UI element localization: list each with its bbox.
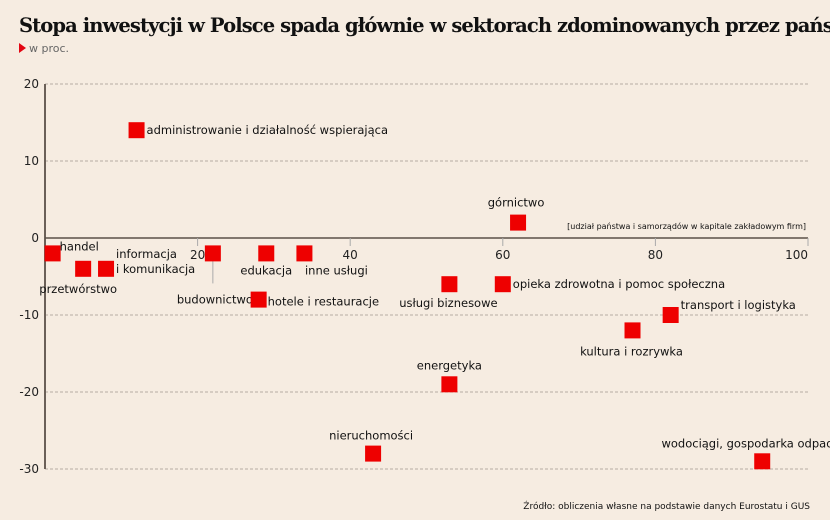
data-label: opieka zdrowotna i pomoc społeczna <box>513 277 725 291</box>
x-tick-label: 100 <box>785 248 808 262</box>
x-axis-label: [udział państwa i samorządów w kapitale … <box>567 221 806 231</box>
data-point <box>365 445 382 462</box>
data-point <box>441 376 458 393</box>
y-tick-label: -10 <box>19 308 39 322</box>
data-point <box>624 322 641 339</box>
x-tick-label: 40 <box>343 248 358 262</box>
x-tick-label: 60 <box>495 248 510 262</box>
chart-subtitle: w proc. <box>19 42 69 55</box>
data-point <box>98 260 115 277</box>
data-point <box>204 245 221 262</box>
data-point <box>296 245 313 262</box>
data-label: usługi biznesowe <box>399 296 497 310</box>
data-point <box>494 276 511 293</box>
data-label: hotele i restauracje <box>268 295 379 309</box>
data-point <box>250 291 267 308</box>
chart-title: Stopa inwestycji w Polsce spada głównie … <box>19 14 830 37</box>
x-tick-label: 80 <box>648 248 663 262</box>
data-label: nieruchomości <box>329 429 413 443</box>
data-label: handel <box>60 239 99 253</box>
data-point <box>510 214 527 231</box>
data-label: inne usługi <box>305 263 368 277</box>
y-tick-label: 0 <box>31 231 39 245</box>
data-label: administrowanie i działalność wspierając… <box>147 123 389 137</box>
data-point <box>662 307 679 323</box>
data-label: górnictwo <box>488 196 545 210</box>
unit-label: w proc. <box>29 42 70 55</box>
data-point <box>441 276 458 293</box>
data-label: wodociągi, gospodarka odpadami <box>661 436 830 450</box>
y-tick-label: -20 <box>19 385 39 399</box>
data-label: kultura i rozrywka <box>580 344 683 358</box>
data-label: przetwórstwo <box>39 282 117 296</box>
data-point <box>754 453 771 470</box>
triangle-icon <box>19 43 26 53</box>
data-label: budownictwo <box>177 292 253 306</box>
y-tick-label: 10 <box>24 154 39 168</box>
data-label: energetyka <box>417 358 482 372</box>
data-label: edukacja <box>240 263 292 277</box>
source-note: Źródło: obliczenia własne na podstawie d… <box>523 502 810 512</box>
data-point <box>128 122 145 139</box>
data-point <box>258 245 275 262</box>
data-label: informacja i komunikacja <box>116 247 195 276</box>
x-tick-label: 20 <box>190 248 205 262</box>
data-point <box>44 245 61 262</box>
data-point <box>75 260 92 277</box>
y-tick-label: -30 <box>19 462 39 476</box>
y-tick-label: 20 <box>24 77 39 91</box>
data-label: transport i logistyka <box>681 298 796 312</box>
